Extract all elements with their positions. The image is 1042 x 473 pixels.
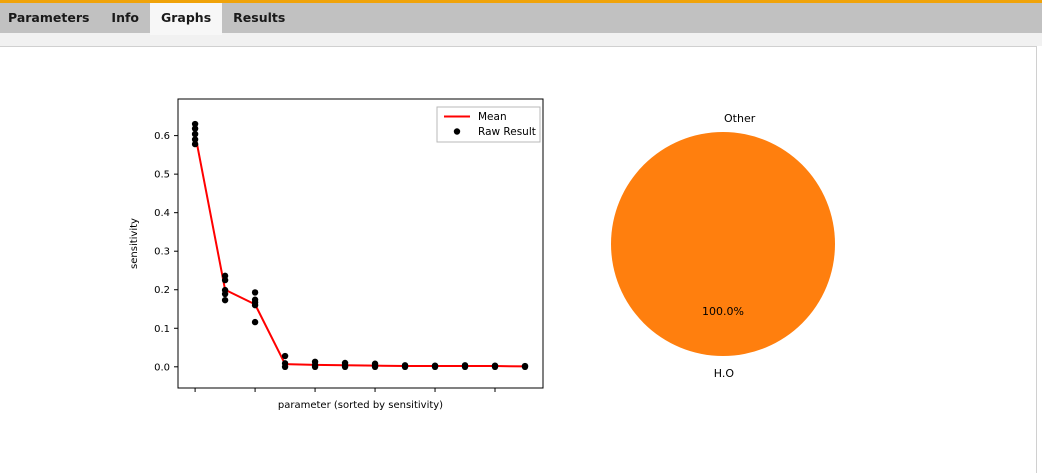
tab-graphs[interactable]: Graphs (150, 3, 223, 35)
tab-bar: Parameters Info Graphs Results (0, 3, 1042, 35)
graphs-panel (0, 46, 1037, 473)
tab-info[interactable]: Info (111, 10, 139, 25)
tab-parameters[interactable]: Parameters (8, 10, 90, 25)
window-accent-strip (0, 0, 1042, 3)
tabbar-lower-strip (0, 33, 1042, 46)
tab-results[interactable]: Results (233, 10, 286, 25)
